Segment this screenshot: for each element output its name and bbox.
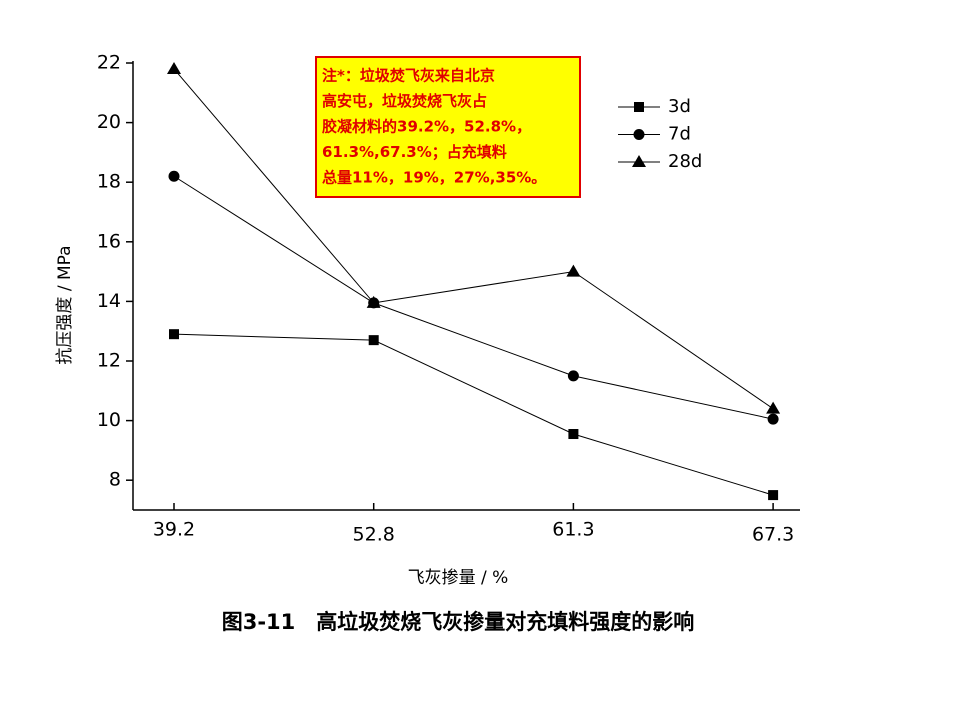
annotation-text: 高安屯，垃圾焚烧飞灰占	[322, 92, 487, 110]
data-point	[566, 264, 581, 277]
x-tick-label: 52.8	[353, 524, 395, 546]
caption: 图3-11 高垃圾焚烧飞灰掺量对充填料强度的影响	[222, 610, 695, 634]
y-tick-label: 20	[97, 111, 121, 133]
x-tick-label: 67.3	[752, 524, 794, 546]
data-point	[366, 295, 381, 308]
annotation-text: 61.3%,67.3%；占充填料	[322, 143, 507, 161]
y-tick-label: 10	[97, 409, 121, 431]
annotation-box	[315, 56, 581, 198]
data-point	[768, 490, 779, 501]
series-line	[173, 175, 774, 420]
legend-marker	[634, 102, 644, 112]
x-tick-label: 61.3	[552, 519, 594, 541]
annotation-text: 总量11%，19%，27%,35%。	[322, 169, 546, 187]
annotation-text: 注*：垃圾焚飞灰来自北京	[322, 67, 495, 85]
data-point	[767, 413, 779, 425]
data-point	[168, 170, 180, 182]
series-line	[173, 333, 774, 496]
legend-label: 3d	[668, 96, 691, 117]
x-axis-label: 飞灰掺量 / %	[408, 568, 509, 588]
y-tick-label: 8	[109, 469, 121, 491]
legend-marker	[633, 129, 645, 140]
data-point	[567, 370, 579, 382]
y-tick-label: 22	[97, 52, 121, 74]
data-point	[568, 429, 579, 440]
legend-label: 28d	[668, 151, 702, 172]
annotation-text: 胶凝材料的39.2%，52.8%，	[322, 118, 531, 136]
y-tick-label: 18	[97, 171, 121, 193]
x-tick-label: 39.2	[153, 519, 195, 541]
legend-marker	[632, 155, 646, 167]
legend-label: 7d	[668, 124, 691, 145]
data-point	[169, 329, 179, 340]
data-point	[167, 61, 181, 74]
series-line	[173, 68, 774, 410]
data-point	[766, 401, 781, 414]
data-point	[368, 335, 379, 346]
y-tick-label: 12	[97, 350, 121, 372]
y-tick-label: 14	[97, 290, 121, 312]
y-tick-label: 16	[97, 230, 121, 252]
y-axis-label: 抗压强度 / MPa	[55, 245, 75, 364]
